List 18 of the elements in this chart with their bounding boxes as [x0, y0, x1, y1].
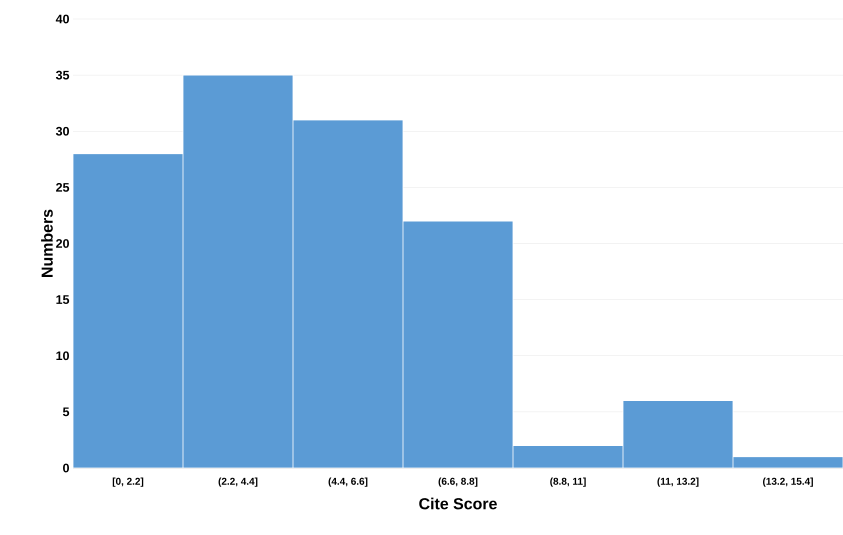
y-tick-label: 20 — [56, 239, 69, 248]
y-tick-label: 35 — [56, 70, 70, 80]
x-tick-label: (13.2, 15.4] — [763, 478, 813, 487]
x-tick-label: (11, 13.2] — [657, 478, 698, 487]
y-tick-label: 10 — [56, 351, 69, 360]
x-tick-label: (2.2, 4.4] — [218, 478, 258, 487]
y-tick-label: 15 — [56, 295, 70, 304]
y-tick-label: 40 — [56, 14, 69, 24]
y-tick-label: 30 — [56, 126, 69, 136]
x-tick-label: (4.4, 6.6] — [328, 478, 368, 487]
x-tick-label: (6.6, 8.8] — [438, 478, 478, 487]
x-axis-title: Cite Score — [419, 498, 497, 510]
y-tick-label: 25 — [56, 182, 70, 192]
x-tick-label: (8.8, 11] — [550, 478, 586, 487]
y-tick-label: 5 — [62, 408, 70, 416]
y-axis-title: Numbers — [41, 210, 53, 277]
y-tick-label: 0 — [63, 464, 69, 472]
x-tick-label: [0, 2.2] — [112, 478, 144, 487]
